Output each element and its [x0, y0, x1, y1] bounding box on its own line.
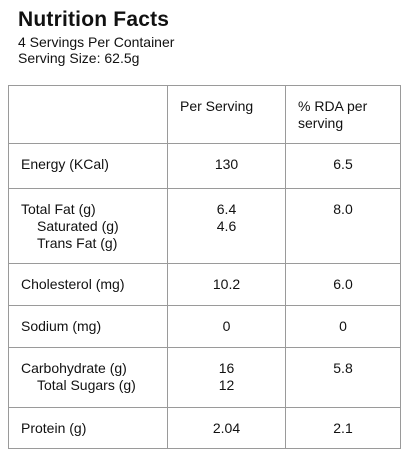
value: 6.4	[216, 201, 237, 217]
cell: Energy (KCal)	[8, 143, 168, 189]
nutrient-label: Total Sugars (g)	[37, 377, 136, 393]
header-row: Per Serving % RDA per serving	[8, 85, 401, 144]
value: 0	[222, 318, 231, 334]
value: 12	[218, 377, 235, 393]
nutrient-label: Cholesterol (mg)	[21, 276, 125, 292]
value: 0	[339, 318, 347, 334]
row: Total Fat (g) Saturated (g) Trans Fat (g) 6…	[8, 188, 401, 264]
cell: 6.4 4.6	[167, 188, 286, 264]
cell: 8.0	[285, 188, 401, 264]
servings: 4 Servings Per Container	[18, 34, 175, 50]
cell: Total Fat (g) Saturated (g) Trans Fat (g)	[8, 188, 168, 264]
value: 2.04	[212, 420, 241, 436]
cell: 130	[167, 143, 286, 189]
value: 6.5	[333, 156, 353, 172]
row: Energy (KCal) 130 6.5	[8, 143, 401, 189]
cell: 6.0	[285, 263, 401, 306]
serving-size: Serving Size: 62.5g	[18, 50, 140, 66]
cell: 0	[167, 305, 286, 348]
cell: 2.1	[285, 407, 401, 449]
nutrient-label: Saturated (g)	[37, 218, 119, 234]
value: 6.0	[333, 276, 353, 292]
column-header: % RDA per serving	[298, 98, 368, 131]
header-cell	[8, 85, 168, 144]
row: Cholesterol (mg) 10.2 6.0	[8, 263, 401, 306]
nutrition-table: Per Serving % RDA per serving Energy (KCal…	[8, 85, 401, 449]
value: 5.8	[333, 360, 353, 376]
row: Sodium (mg) 0 0	[8, 305, 401, 348]
row: Carbohydrate (g) Total Sugars (g) 16 12 5.8	[8, 347, 401, 408]
value: 130	[214, 156, 239, 172]
header-cell: % RDA per serving	[285, 85, 401, 144]
nutrient-label: Carbohydrate (g)	[21, 360, 127, 376]
nutrient-label: Energy (KCal)	[21, 156, 109, 172]
value: 16	[218, 360, 235, 376]
cell: Sodium (mg)	[8, 305, 168, 348]
column-header: Per Serving	[180, 98, 254, 114]
nutrient-label: Trans Fat (g)	[37, 235, 118, 251]
cell: Protein (g)	[8, 407, 168, 449]
cell: 10.2	[167, 263, 286, 306]
header-cell: Per Serving	[167, 85, 286, 144]
cell: 5.8	[285, 347, 401, 408]
title: Nutrition Facts	[18, 8, 170, 31]
value: 4.6	[216, 218, 237, 234]
nutrient-label: Sodium (mg)	[21, 318, 102, 334]
cell: 2.04	[167, 407, 286, 449]
cell: Cholesterol (mg)	[8, 263, 168, 306]
cell: 6.5	[285, 143, 401, 189]
value: 10.2	[212, 276, 241, 292]
nutrient-label: Total Fat (g)	[21, 201, 96, 217]
cell: Carbohydrate (g) Total Sugars (g)	[8, 347, 168, 408]
row: Protein (g) 2.04 2.1	[8, 407, 401, 449]
nutrient-label: Protein (g)	[21, 420, 87, 436]
value: 8.0	[333, 201, 353, 217]
cell: 16 12	[167, 347, 286, 408]
value: 2.1	[333, 420, 353, 436]
cell: 0	[285, 305, 401, 348]
